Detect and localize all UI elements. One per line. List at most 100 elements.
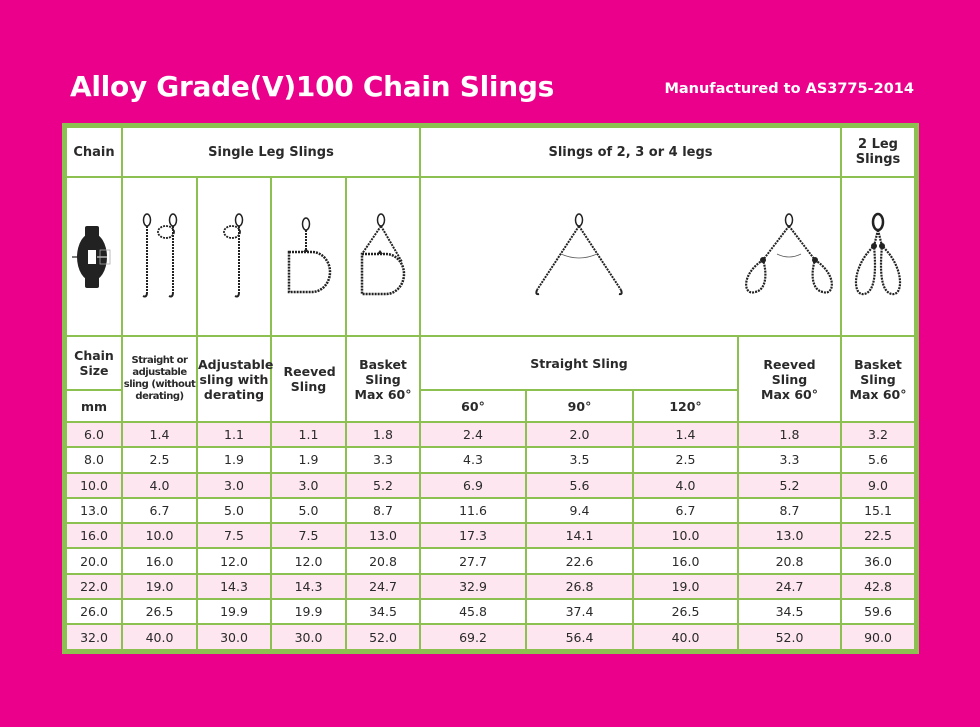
cell-120: 16.0 [632, 547, 739, 575]
cell-90: 3.5 [525, 446, 634, 474]
header-straight-or-adjustable: Straight or adjustable sling (without de… [121, 335, 198, 423]
cell-adjustable: 1.1 [196, 420, 272, 449]
cell-60: 6.9 [419, 471, 527, 499]
cell-reeved: 1.9 [270, 446, 347, 474]
header-chain-size: Chain Size [65, 335, 123, 391]
cell-basket: 20.8 [345, 547, 421, 575]
cell-basket-two-leg: 15.1 [840, 496, 916, 525]
cell-60: 27.7 [419, 547, 527, 575]
cell-reeved-multi: 3.3 [737, 446, 842, 474]
cell-reeved-multi: 13.0 [737, 522, 842, 550]
page-title: Alloy Grade(V)100 Chain Slings [70, 70, 554, 103]
header-straight-sling: Straight Sling [419, 335, 739, 391]
cell-basket: 24.7 [345, 572, 421, 601]
cell-90: 37.4 [525, 598, 634, 626]
cell-reeved: 7.5 [270, 522, 347, 550]
cell-adjustable: 12.0 [196, 547, 272, 575]
cell-basket-two-leg: 9.0 [840, 471, 916, 499]
cell-chain-size: 20.0 [65, 547, 123, 575]
chain-link-icon [72, 225, 111, 288]
cell-straight: 2.5 [121, 446, 198, 474]
cell-90: 26.8 [525, 572, 634, 601]
header-reeved-sling: Reeved Sling [270, 335, 347, 423]
cell-basket-two-leg: 42.8 [840, 572, 916, 601]
cell-60: 32.9 [419, 572, 527, 601]
cell-straight: 19.0 [121, 572, 198, 601]
cell-120: 6.7 [632, 496, 739, 525]
cell-60: 2.4 [419, 420, 527, 449]
cell-chain-size: 32.0 [65, 623, 123, 651]
cell-90: 9.4 [525, 496, 634, 525]
table-row: 10.0 4.0 3.0 3.0 5.2 6.9 5.6 4.0 5.2 9.0 [65, 471, 916, 499]
reeved-sling-multi-label: Reeved Sling Max 60° [761, 356, 818, 402]
straight-adjustable-sling-icon [142, 212, 177, 297]
cell-straight: 4.0 [121, 471, 198, 499]
cell-basket: 13.0 [345, 522, 421, 550]
two-leg-straight-sling-icon [535, 212, 623, 295]
cell-basket-two-leg: 36.0 [840, 547, 916, 575]
header-basket-sling-two-leg: Basket Sling Max 60° [840, 335, 916, 423]
diagram-cell-basket [345, 176, 421, 337]
cell-chain-size: 26.0 [65, 598, 123, 626]
cell-reeved: 12.0 [270, 547, 347, 575]
diagram-cell-multi-leg [419, 176, 842, 337]
cell-basket: 34.5 [345, 598, 421, 626]
cell-basket-two-leg: 5.6 [840, 446, 916, 474]
cell-basket: 52.0 [345, 623, 421, 651]
cell-adjustable: 19.9 [196, 598, 272, 626]
cell-chain-size: 6.0 [65, 420, 123, 449]
header-adjustable-with-derating: Adjustable sling with derating [196, 335, 273, 423]
two-leg-basket-sling-icon [854, 212, 902, 295]
cell-reeved: 1.1 [270, 420, 347, 449]
cell-90: 2.0 [525, 420, 634, 449]
cell-120: 1.4 [632, 420, 739, 449]
cell-chain-size: 10.0 [65, 471, 123, 499]
cell-adjustable: 5.0 [196, 496, 272, 525]
cell-120: 26.5 [632, 598, 739, 626]
cell-120: 19.0 [632, 572, 739, 601]
cell-basket-two-leg: 3.2 [840, 420, 916, 449]
cell-90: 14.1 [525, 522, 634, 550]
group-header-chain: Chain [65, 126, 123, 178]
header-angle-90: 90° [525, 389, 634, 423]
group-header-row: Chain Single Leg Slings Slings of 2, 3 o… [65, 126, 916, 178]
cell-basket-two-leg: 22.5 [840, 522, 916, 550]
cell-basket-two-leg: 90.0 [840, 623, 916, 651]
diagram-cell-straight-adjustable [121, 176, 198, 337]
cell-reeved-multi: 52.0 [737, 623, 842, 651]
cell-90: 5.6 [525, 471, 634, 499]
cell-basket: 3.3 [345, 446, 421, 474]
cell-60: 17.3 [419, 522, 527, 550]
cell-straight: 6.7 [121, 496, 198, 525]
cell-basket-two-leg: 59.6 [840, 598, 916, 626]
cell-straight: 40.0 [121, 623, 198, 651]
diagram-cell-chain [65, 176, 123, 337]
cell-basket: 8.7 [345, 496, 421, 525]
header-angle-60: 60° [419, 389, 527, 423]
cell-reeved-multi: 8.7 [737, 496, 842, 525]
cell-chain-size: 22.0 [65, 572, 123, 601]
cell-basket: 5.2 [345, 471, 421, 499]
diagram-row [65, 176, 916, 337]
cell-reeved-multi: 5.2 [737, 471, 842, 499]
cell-straight: 10.0 [121, 522, 198, 550]
standard-note: Manufactured to AS3775-2014 [664, 81, 914, 97]
group-header-multi-leg: Slings of 2, 3 or 4 legs [419, 126, 842, 178]
cell-basket: 1.8 [345, 420, 421, 449]
cell-adjustable: 3.0 [196, 471, 272, 499]
cell-reeved: 14.3 [270, 572, 347, 601]
cell-60: 4.3 [419, 446, 527, 474]
cell-adjustable: 30.0 [196, 623, 272, 651]
group-header-two-leg: 2 Leg Slings [840, 126, 916, 178]
cell-straight: 16.0 [121, 547, 198, 575]
table-row: 32.0 40.0 30.0 30.0 52.0 69.2 56.4 40.0 … [65, 623, 916, 651]
header-unit-mm: mm [65, 389, 123, 423]
cell-reeved-multi: 24.7 [737, 572, 842, 601]
cell-90: 22.6 [525, 547, 634, 575]
header-angle-120: 120° [632, 389, 739, 423]
two-leg-label: 2 Leg Slings [855, 137, 901, 167]
group-header-single-leg: Single Leg Slings [121, 126, 421, 178]
cell-chain-size: 16.0 [65, 522, 123, 550]
table-row: 26.0 26.5 19.9 19.9 34.5 45.8 37.4 26.5 … [65, 598, 916, 626]
cell-reeved-multi: 34.5 [737, 598, 842, 626]
